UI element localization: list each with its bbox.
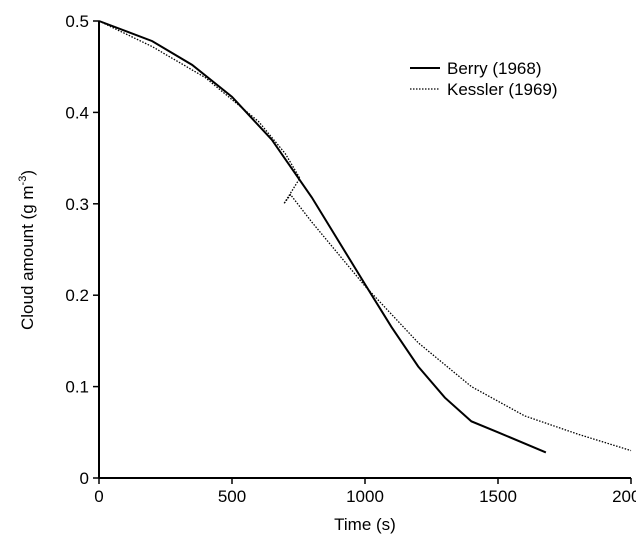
y-tick-label: 0.5 xyxy=(65,12,89,31)
y-tick-label: 0.3 xyxy=(65,195,89,214)
legend-label: Kessler (1969) xyxy=(447,80,558,99)
x-axis-label: Time (s) xyxy=(334,515,396,534)
y-tick-label: 0.2 xyxy=(65,286,89,305)
legend-label: Berry (1968) xyxy=(447,59,541,78)
y-tick-label: 0 xyxy=(80,469,89,488)
series-line xyxy=(98,20,547,454)
series-line xyxy=(98,20,632,452)
y-label-suffix: ) xyxy=(18,170,37,176)
y-tick-label: 0.4 xyxy=(65,103,89,122)
y-tick-label: 0.1 xyxy=(65,378,89,397)
x-tick-label: 0 xyxy=(94,487,103,506)
x-tick-label: 1000 xyxy=(346,487,384,506)
x-tick-label: 500 xyxy=(218,487,246,506)
x-tick-label: 1500 xyxy=(479,487,517,506)
y-axis-label: Cloud amount (g m-3) xyxy=(17,170,37,330)
y-label-sup: -3 xyxy=(17,176,29,186)
y-label-text: Cloud amount (g m xyxy=(18,185,37,330)
